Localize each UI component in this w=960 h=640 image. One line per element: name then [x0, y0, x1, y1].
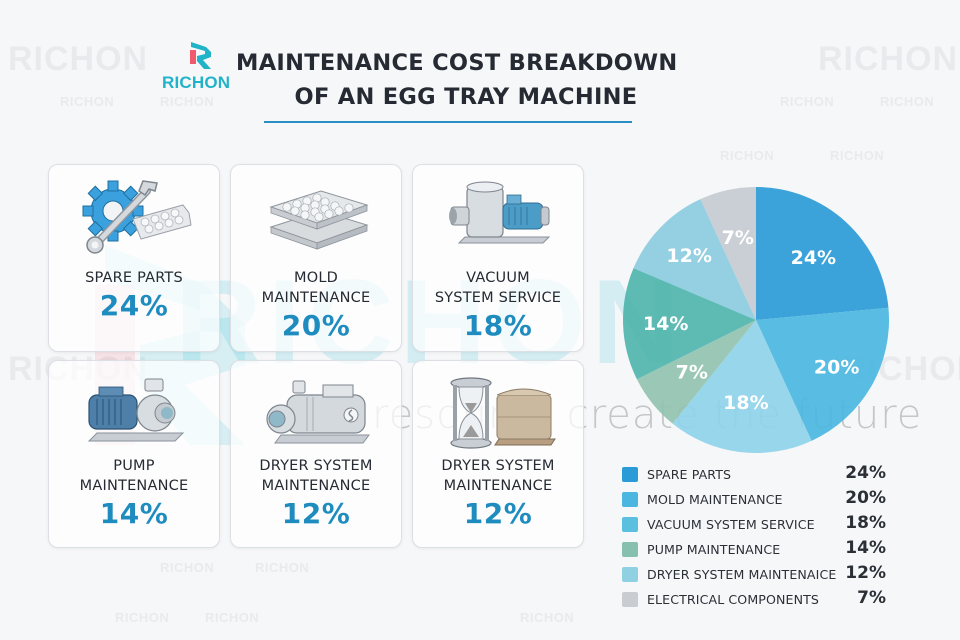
- watermark-text: RICHON: [8, 40, 149, 78]
- gear-wrench-egg-tray-icon: [82, 180, 192, 254]
- legend-value: 14%: [845, 538, 886, 558]
- hourglass-pallet-icon: [450, 377, 556, 449]
- card-percentage: 20%: [281, 309, 351, 342]
- pie-chart-svg: 24% 20% 18% 7% 14% 12% 7%: [623, 187, 889, 453]
- card-label: MOLD: [294, 270, 338, 286]
- dryer-motor-icon: [266, 380, 370, 444]
- legend-label: ELECTRICAL COMPONENTS: [647, 592, 819, 607]
- legend-label: SPARE PARTS: [647, 467, 732, 482]
- watermark-text: RICHON: [255, 560, 310, 575]
- legend-swatch: [622, 567, 638, 582]
- legend-value: 12%: [845, 563, 886, 583]
- chart-legend: SPARE PARTS 24% MOLD MAINTENANCE 20% VAC…: [622, 463, 892, 613]
- card-dryer-system-maintenance-2: DRYER SYSTEM MAINTENANCE 12%: [412, 360, 584, 548]
- watermark-text: RICHON: [115, 610, 170, 625]
- legend-swatch: [622, 592, 638, 607]
- card-vacuum-system-service: VACUUM SYSTEM SERVICE 18%: [412, 164, 584, 352]
- legend-item: ELECTRICAL COMPONENTS 7%: [622, 588, 892, 613]
- pie-slice: [756, 307, 889, 441]
- legend-item: MOLD MAINTENANCE 20%: [622, 488, 892, 513]
- legend-label: VACUUM SYSTEM SERVICE: [647, 517, 815, 532]
- pie-slice: [633, 199, 756, 320]
- card-percentage: 14%: [99, 497, 169, 530]
- pie-slice-label: 12%: [666, 245, 711, 267]
- watermark-text: RICHON: [60, 94, 115, 109]
- card-label: SPARE PARTS: [85, 270, 183, 286]
- water-pump-icon: [87, 378, 185, 442]
- stacked-egg-trays-icon: [269, 190, 369, 250]
- card-label: DRYER SYSTEM: [441, 458, 555, 474]
- pie-slice-label: 7%: [722, 227, 754, 249]
- legend-value: 20%: [845, 488, 886, 508]
- card-percentage: 18%: [463, 309, 533, 342]
- pie-slice-label: 20%: [814, 357, 859, 379]
- watermark-text: RICHON: [780, 94, 835, 109]
- watermark-text: RICHON: [160, 560, 215, 575]
- pie-slice-label: 24%: [791, 247, 836, 269]
- legend-label: MOLD MAINTENANCE: [647, 492, 783, 507]
- logo-text: RICHON: [162, 73, 231, 92]
- card-label: DRYER SYSTEM: [259, 458, 373, 474]
- legend-item: SPARE PARTS 24%: [622, 463, 892, 488]
- header: RICHON MAINTENANCE COST BREAKDOWN OF AN …: [160, 38, 680, 128]
- legend-swatch: [622, 542, 638, 557]
- pie-chart: 24% 20% 18% 7% 14% 12% 7%: [618, 182, 894, 458]
- pie-slice: [672, 320, 812, 453]
- page-title-line2: OF AN EGG TRAY MACHINE: [294, 84, 638, 110]
- watermark-text: RICHON: [520, 610, 575, 625]
- card-label: MAINTENANCE: [261, 478, 371, 494]
- card-percentage: 12%: [463, 497, 533, 530]
- pie-slice-label: 14%: [643, 313, 688, 335]
- vacuum-pump-icon: [449, 181, 551, 244]
- watermark-text: RICHON: [830, 148, 885, 163]
- legend-label: DRYER SYSTEM MAINTENAICE: [647, 567, 837, 582]
- card-mold-maintenance: MOLD MAINTENANCE 20%: [230, 164, 402, 352]
- card-percentage: 24%: [99, 289, 169, 322]
- legend-item: DRYER SYSTEM MAINTENAICE 12%: [622, 563, 892, 588]
- card-label: SYSTEM SERVICE: [434, 290, 562, 306]
- legend-value: 7%: [857, 588, 886, 608]
- legend-swatch: [622, 517, 638, 532]
- pie-slice: [623, 268, 756, 380]
- card-percentage: 12%: [281, 497, 351, 530]
- watermark-text: RICHON: [205, 610, 260, 625]
- pie-slice-label: 7%: [676, 362, 708, 384]
- watermark-text: RICHON: [720, 148, 775, 163]
- pie-slice: [700, 187, 756, 320]
- pie-slice-label: 18%: [723, 392, 768, 414]
- legend-item: VACUUM SYSTEM SERVICE 18%: [622, 513, 892, 538]
- legend-swatch: [622, 492, 638, 507]
- title-divider: [264, 121, 632, 123]
- page-title-line1: MAINTENANCE COST BREAKDOWN: [236, 50, 678, 76]
- card-label: PUMP: [113, 458, 155, 474]
- card-dryer-system-maintenance: DRYER SYSTEM MAINTENANCE 12%: [230, 360, 402, 548]
- pie-slice: [756, 187, 889, 320]
- pie-slice: [636, 320, 756, 424]
- legend-value: 18%: [845, 513, 886, 533]
- legend-value: 24%: [845, 463, 886, 483]
- card-label: MAINTENANCE: [79, 478, 189, 494]
- richon-logo: RICHON: [160, 42, 240, 92]
- card-spare-parts: SPARE PARTS 24%: [48, 164, 220, 352]
- card-label: VACUUM: [466, 270, 530, 286]
- watermark-text: RICHON: [818, 40, 959, 78]
- card-pump-maintenance: PUMP MAINTENANCE 14%: [48, 360, 220, 548]
- watermark-text: RICHON: [880, 94, 935, 109]
- cost-cards-grid: SPARE PARTS 24% MOLD MAINTENANCE 2: [48, 164, 608, 548]
- card-label: MAINTENANCE: [443, 478, 553, 494]
- card-label: MAINTENANCE: [261, 290, 371, 306]
- legend-label: PUMP MAINTENANCE: [647, 542, 781, 557]
- legend-item: PUMP MAINTENANCE 14%: [622, 538, 892, 563]
- legend-swatch: [622, 467, 638, 482]
- richon-r-logo-icon: [190, 42, 211, 69]
